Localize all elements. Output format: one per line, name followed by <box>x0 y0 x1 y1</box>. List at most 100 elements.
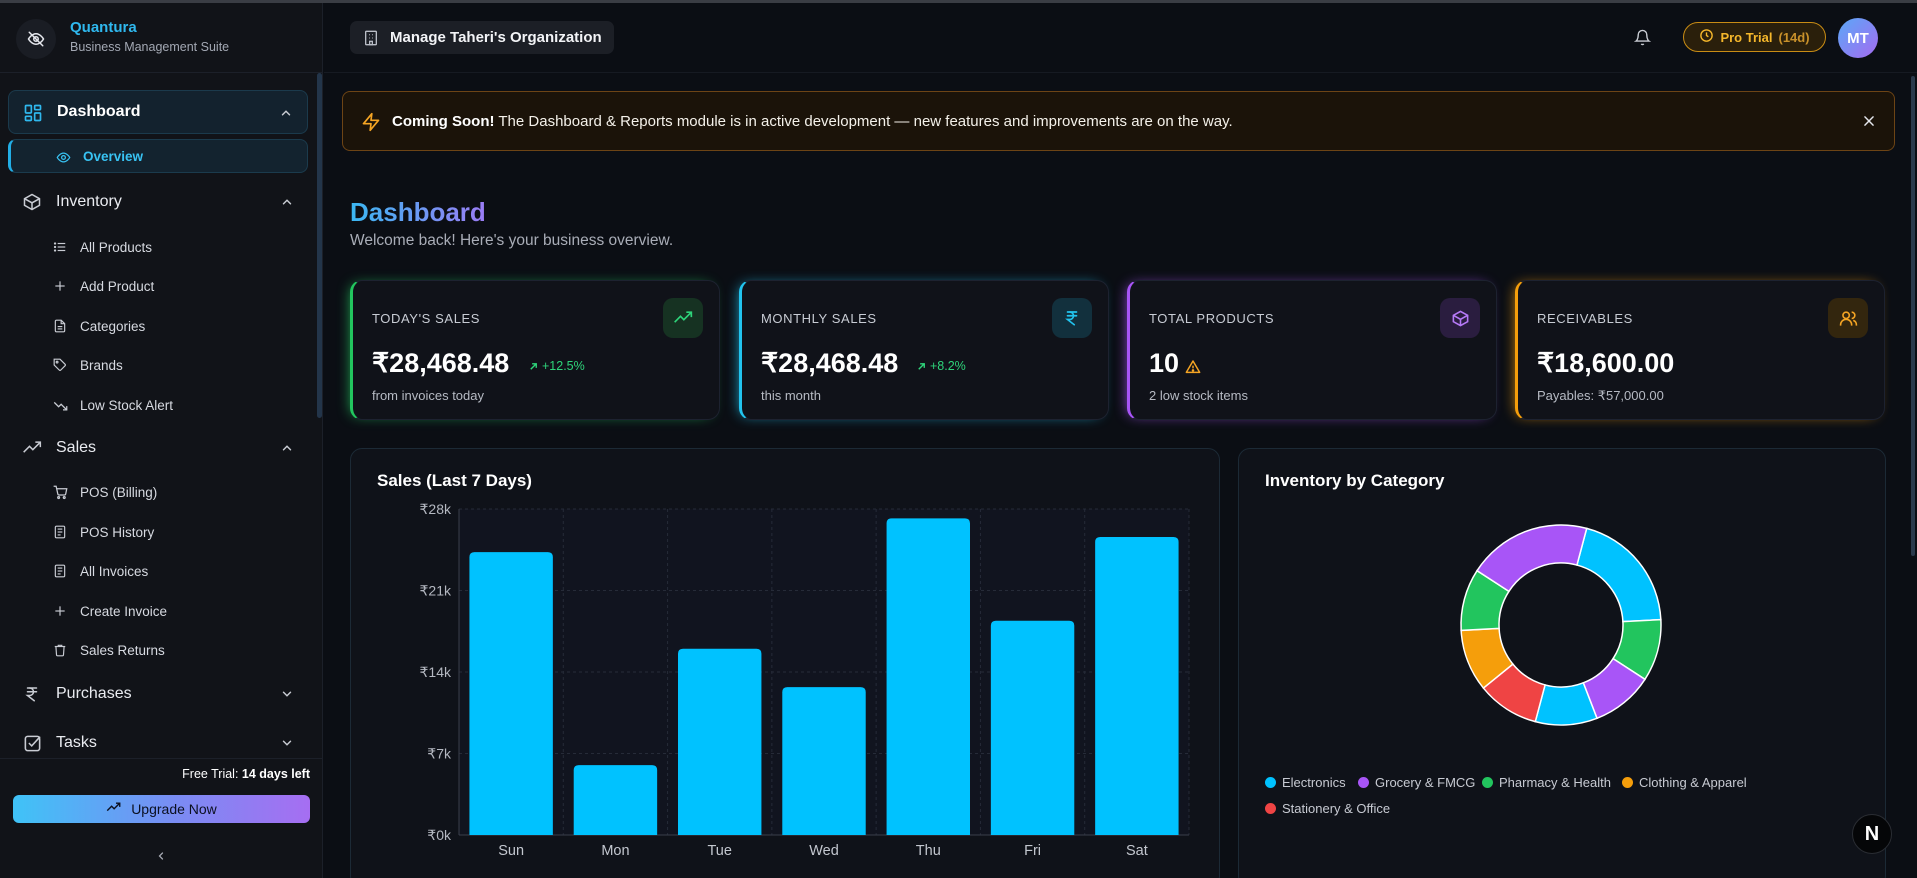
legend-label: Electronics <box>1282 775 1346 790</box>
stat-card-total-products[interactable]: TOTAL PRODUCTS 10 2 low stock items <box>1127 280 1497 420</box>
chevron-down-icon <box>278 734 296 752</box>
stat-trend-value: +8.2% <box>930 359 966 373</box>
sidebar-item-label: Add Product <box>80 278 155 294</box>
sidebar-item-create-invoice[interactable]: Create Invoice <box>8 594 308 628</box>
next-dev-button[interactable]: N <box>1852 814 1892 854</box>
sidebar-item-all-invoices[interactable]: All Invoices <box>8 554 308 588</box>
sidebar-item-all-products[interactable]: All Products <box>8 230 308 264</box>
sidebar-item-sales-returns[interactable]: Sales Returns <box>8 633 308 667</box>
app-subtitle: Business Management Suite <box>70 40 230 54</box>
org-label: Manage Taheri's Organization <box>390 29 602 46</box>
sidebar-scrollbar[interactable] <box>317 73 322 418</box>
sidebar-item-add-product[interactable]: Add Product <box>8 269 308 303</box>
sales-chart-title: Sales (Last 7 Days) <box>377 471 532 490</box>
main-scrollbar[interactable] <box>1911 76 1915 556</box>
cart-icon <box>52 484 68 500</box>
y-tick-label: ₹14k <box>420 664 452 680</box>
trending-up-icon <box>663 298 703 338</box>
trial-status: Free Trial: 14 days left <box>182 767 310 781</box>
stat-card-monthly-sales[interactable]: MONTHLY SALES ₹28,468.48 +8.2% this mont… <box>739 280 1109 420</box>
pro-trial-days: (14d) <box>1778 29 1810 45</box>
sidebar-item-label: Brands <box>80 357 123 373</box>
building-icon <box>362 29 380 47</box>
sidebar-item-label: Low Stock Alert <box>80 397 174 413</box>
sales-bar-chart: ₹0k ₹7k ₹14k ₹21k ₹28k Sun Mon Tue Wed Thu Fri Sat <box>420 501 1190 859</box>
y-tick-label: ₹21k <box>420 583 452 599</box>
chevron-up-icon <box>278 193 296 211</box>
stat-note: from invoices today <box>372 388 484 403</box>
x-tick-label: Sat <box>1126 843 1148 859</box>
page-title: Dashboard <box>350 197 486 227</box>
sidebar-item-label: All Products <box>80 239 153 255</box>
chevron-up-icon <box>277 104 295 122</box>
banner-title: Coming Soon! <box>392 113 495 130</box>
bar <box>990 620 1075 835</box>
window-top-border <box>0 0 1917 3</box>
trial-days-left: 14 days left <box>241 767 310 781</box>
sidebar: Quantura Business Management Suite Dashb… <box>0 3 323 878</box>
rupee-icon <box>21 683 43 705</box>
donut-slice <box>1576 527 1662 623</box>
x-tick-label: Mon <box>601 843 629 859</box>
avatar[interactable]: MT <box>1838 18 1878 58</box>
sidebar-item-label: Create Invoice <box>80 603 168 619</box>
legend-item[interactable]: Clothing & Apparel <box>1622 775 1747 790</box>
legend-item[interactable]: Grocery & FMCG <box>1358 775 1475 790</box>
stat-card-todays-sales[interactable]: TODAY'S SALES ₹28,468.48 +12.5% from inv… <box>350 280 720 420</box>
stat-trend: +12.5% <box>528 359 585 373</box>
bar <box>782 687 866 835</box>
sidebar-item-categories[interactable]: Categories <box>8 309 308 343</box>
legend-item[interactable]: Pharmacy & Health <box>1482 775 1611 790</box>
stat-note: Payables: ₹57,000.00 <box>1537 388 1664 403</box>
sidebar-group-label: Inventory <box>56 193 122 210</box>
y-tick-label: ₹7k <box>427 746 452 762</box>
trial-prefix: Free Trial: <box>182 767 239 781</box>
stat-value: 10 <box>1149 348 1180 378</box>
x-tick-label: Tue <box>707 843 731 859</box>
sidebar-group-inventory[interactable]: Inventory <box>8 180 308 224</box>
sidebar-item-low-stock-alert[interactable]: Low Stock Alert <box>8 388 308 422</box>
collapse-sidebar-button[interactable] <box>150 845 172 867</box>
stat-note: 2 low stock items <box>1149 388 1248 403</box>
sidebar-item-brands[interactable]: Brands <box>8 348 308 382</box>
legend-item[interactable]: Electronics <box>1265 775 1346 790</box>
sidebar-item-pos-billing[interactable]: POS (Billing) <box>8 475 308 509</box>
banner-text: Coming Soon! The Dashboard & Reports mod… <box>392 113 1233 130</box>
chevron-up-icon <box>278 439 296 457</box>
trending-up-icon <box>21 437 43 459</box>
sidebar-group-sales[interactable]: Sales <box>8 426 308 470</box>
sidebar-group-dashboard[interactable]: Dashboard <box>8 90 308 134</box>
legend-dot <box>1358 777 1369 788</box>
sidebar-item-pos-history[interactable]: POS History <box>8 515 308 549</box>
bar <box>886 518 970 835</box>
sidebar-item-overview[interactable]: Overview <box>8 139 308 173</box>
warning-icon <box>1185 359 1201 375</box>
checkbox-icon <box>21 732 43 754</box>
stat-value: ₹28,468.48 <box>372 348 510 378</box>
lightning-icon <box>359 110 383 134</box>
inventory-chart-title: Inventory by Category <box>1265 471 1445 490</box>
upgrade-button[interactable]: Upgrade Now <box>13 795 310 823</box>
legend-label: Pharmacy & Health <box>1499 775 1611 790</box>
sidebar-group-purchases[interactable]: Purchases <box>8 672 308 716</box>
brand[interactable]: Quantura Business Management Suite <box>0 3 323 73</box>
y-tick-label: ₹28k <box>420 501 452 517</box>
bar <box>1095 536 1179 835</box>
inventory-donut-chart <box>1460 524 1662 726</box>
manage-org-button[interactable]: Manage Taheri's Organization <box>350 21 614 54</box>
sidebar-item-label: Sales Returns <box>80 642 165 658</box>
legend-item[interactable]: Stationery & Office <box>1265 801 1390 816</box>
grid-icon <box>22 102 44 124</box>
pro-trial-badge[interactable]: Pro Trial (14d) <box>1683 22 1826 52</box>
sidebar-item-label: POS History <box>80 524 155 540</box>
stat-card-receivables[interactable]: RECEIVABLES ₹18,600.00 Payables: ₹57,000… <box>1515 280 1885 420</box>
app-name: Quantura <box>70 19 137 36</box>
close-icon[interactable] <box>1858 110 1880 132</box>
trending-down-icon <box>52 397 68 413</box>
coming-soon-banner: Coming Soon! The Dashboard & Reports mod… <box>342 91 1895 151</box>
bell-icon[interactable] <box>1632 27 1652 47</box>
bar <box>678 648 762 835</box>
receipt-icon <box>52 563 68 579</box>
sidebar-group-tasks[interactable]: Tasks <box>8 721 308 765</box>
eye-icon <box>55 149 71 165</box>
